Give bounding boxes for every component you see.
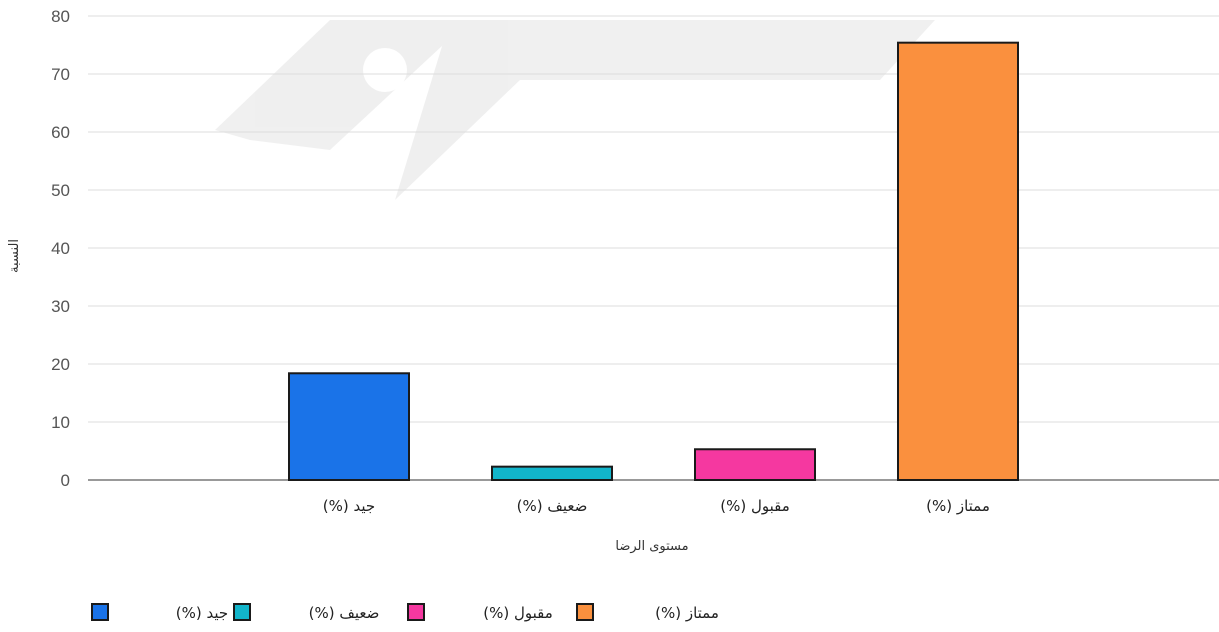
legend-label: (%) ممتاز (655, 604, 719, 622)
x-tick-label: (%) جيد (323, 497, 375, 515)
legend-item: (%) ممتاز (576, 603, 719, 622)
gridlines (88, 15, 1219, 423)
bar (288, 372, 410, 481)
bars (288, 41, 1019, 482)
bar (694, 448, 816, 482)
legend-label: (%) مقبول (483, 604, 553, 622)
x-tick-label: (%) ضعيف (517, 497, 588, 515)
y-axis-ticks: 0 10 20 30 40 50 60 70 80 (51, 7, 70, 490)
x-tick-label: (%) مقبول (720, 497, 790, 515)
x-axis-labels: (%) جيد (%) ضعيف (%) مقبول (%) ممتاز (323, 497, 990, 515)
bar (897, 41, 1019, 482)
bar (491, 465, 613, 482)
watermark-logo (215, 20, 935, 200)
y-tick-label: 30 (51, 297, 70, 316)
y-tick-label: 0 (61, 471, 70, 490)
legend-item: (%) جيد (91, 603, 228, 622)
legend-swatch (233, 603, 251, 621)
y-tick-label: 70 (51, 65, 70, 84)
legend-swatch (576, 603, 594, 621)
y-tick-label: 10 (51, 413, 70, 432)
y-tick-label: 60 (51, 123, 70, 142)
legend-item: (%) مقبول (407, 603, 553, 622)
x-tick-label: (%) ممتاز (926, 497, 990, 515)
y-tick-label: 40 (51, 239, 70, 258)
legend-label: (%) جيد (176, 604, 228, 622)
y-tick-label: 50 (51, 181, 70, 200)
y-axis-title: النسبة (7, 239, 22, 273)
y-tick-label: 20 (51, 355, 70, 374)
x-axis-title: مستوى الرضا (615, 539, 688, 554)
legend-item: (%) ضعيف (233, 603, 380, 622)
legend-label: (%) ضعيف (309, 604, 380, 622)
legend-swatch (407, 603, 425, 621)
legend: (%) جيد (%) ضعيف (%) مقبول (%) ممتاز (91, 603, 719, 622)
legend-swatch (91, 603, 109, 621)
y-tick-label: 80 (51, 7, 70, 26)
